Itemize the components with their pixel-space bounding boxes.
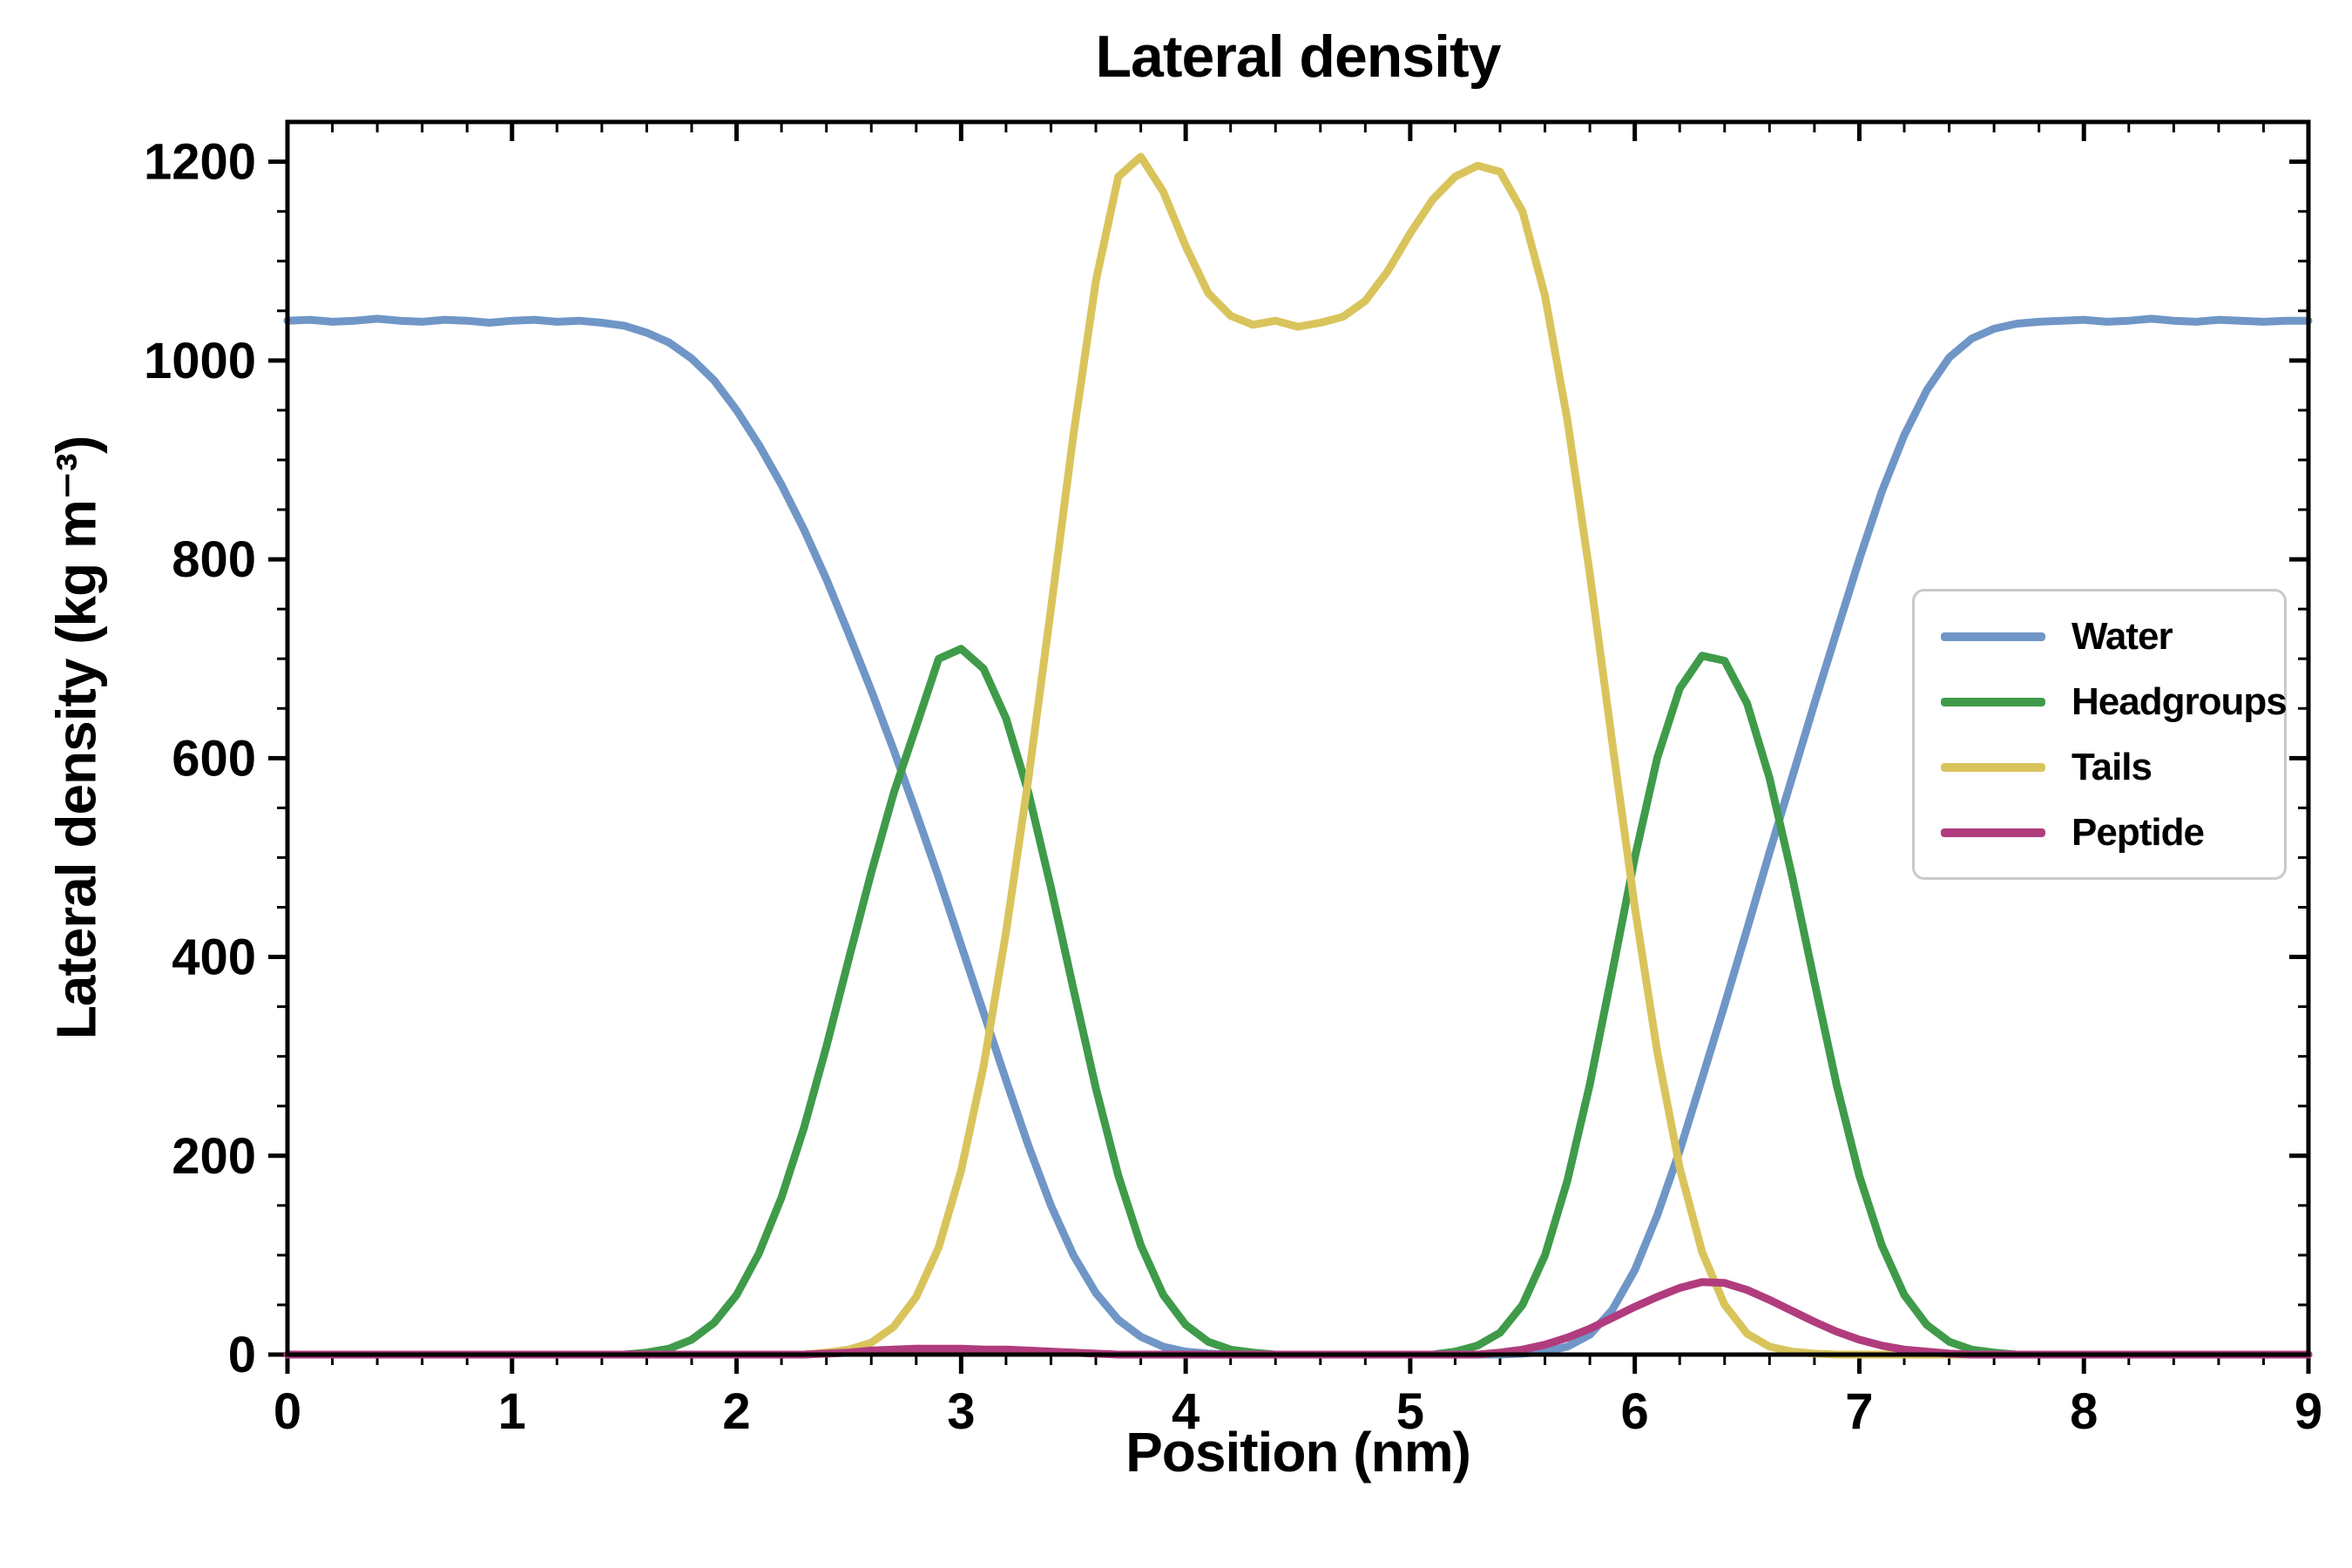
svg-text:8: 8 [2070,1383,2098,1440]
svg-text:7: 7 [1845,1383,1873,1440]
water-line-swatch-icon [1941,632,2045,641]
legend-item-tails: Tails [1915,746,2284,789]
svg-text:9: 9 [2295,1383,2322,1440]
svg-text:1: 1 [498,1383,526,1440]
svg-text:1000: 1000 [144,333,256,389]
svg-text:800: 800 [172,531,256,588]
svg-text:600: 600 [172,730,256,787]
svg-text:1200: 1200 [144,134,256,191]
svg-text:0: 0 [274,1383,301,1440]
legend-item-water: Water [1915,615,2284,659]
svg-text:400: 400 [172,929,256,986]
svg-text:3: 3 [947,1383,975,1440]
svg-text:0: 0 [228,1327,256,1383]
tails-line-swatch-icon [1941,762,2045,772]
svg-text:200: 200 [172,1128,256,1185]
svg-text:4: 4 [1172,1383,1200,1440]
y-axis-label: Lateral density (kg m⁻³) [44,436,108,1040]
svg-text:2: 2 [722,1383,750,1440]
legend-item-peptide: Peptide [1915,811,2284,855]
peptide-line-swatch-icon [1941,828,2045,837]
legend-label-water: Water [2072,614,2173,658]
legend: Water Headgroups Tails Peptide [1912,589,2288,880]
legend-label-headgroups: Headgroups [2072,679,2288,723]
legend-item-headgroups: Headgroups [1915,679,2288,724]
svg-text:5: 5 [1396,1383,1424,1440]
legend-label-tails: Tails [2072,745,2153,788]
legend-label-peptide: Peptide [2072,810,2205,854]
headgroups-line-swatch-icon [1941,697,2045,706]
svg-text:6: 6 [1621,1383,1649,1440]
x-axis-label: Position (nm) [1125,1421,1471,1484]
chart-title: Lateral density [1095,24,1502,90]
